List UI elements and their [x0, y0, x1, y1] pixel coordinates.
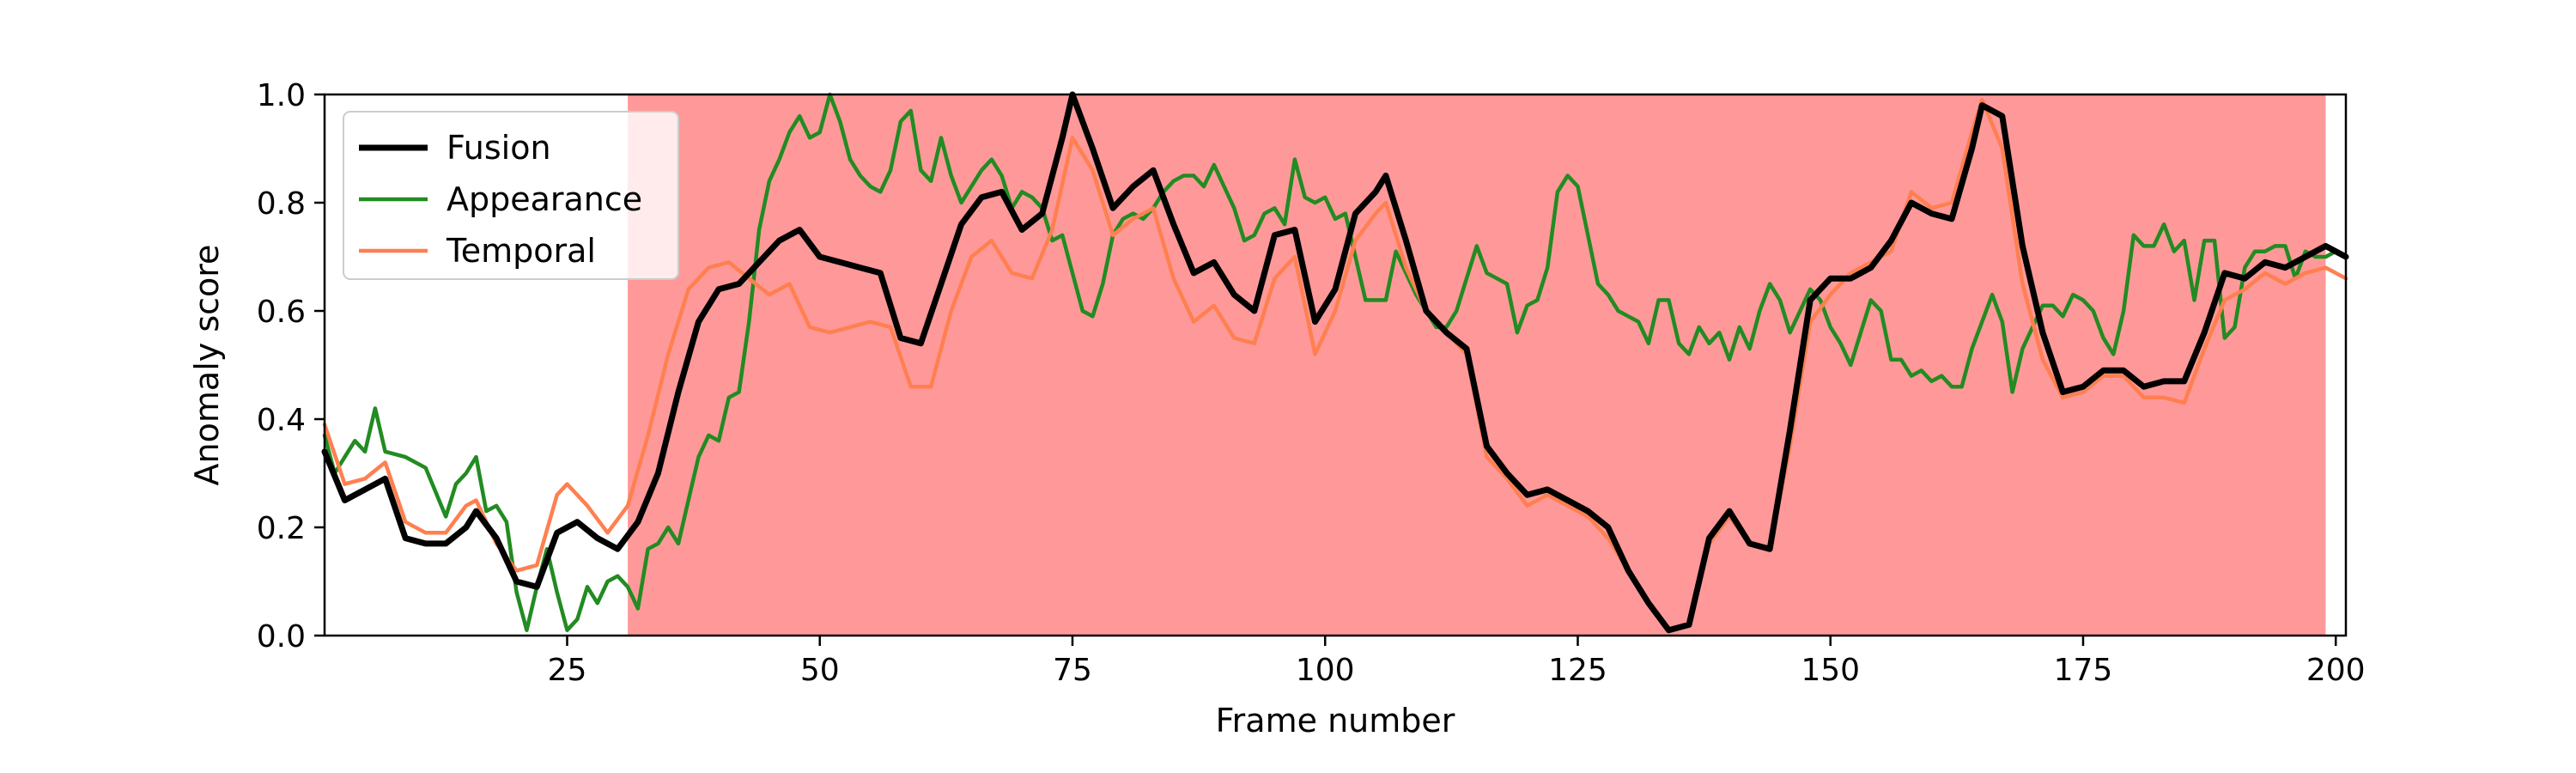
- x-axis-title: Frame number: [1216, 702, 1455, 740]
- x-tick-label: 150: [1801, 653, 1860, 688]
- x-tick-label: 75: [1053, 653, 1092, 688]
- y-tick-label: 0.8: [257, 186, 306, 222]
- y-tick-label: 0.2: [257, 511, 306, 546]
- legend-label-fusion: Fusion: [447, 129, 551, 167]
- legend-label-temporal: Temporal: [446, 232, 596, 270]
- y-tick-label: 0.0: [257, 619, 306, 654]
- y-tick-label: 0.4: [257, 403, 306, 438]
- x-tick-label: 125: [1548, 653, 1607, 688]
- x-tick-label: 100: [1296, 653, 1355, 688]
- x-tick-label: 200: [2306, 653, 2366, 688]
- x-tick-label: 25: [548, 653, 587, 688]
- legend: Fusion Appearance Temporal: [343, 112, 678, 279]
- y-axis-title: Anomaly score: [188, 245, 226, 486]
- y-tick-label: 0.6: [257, 295, 306, 330]
- y-tick-label: 1.0: [257, 78, 306, 113]
- x-tick-label: 175: [2054, 653, 2113, 688]
- legend-label-appearance: Appearance: [447, 180, 642, 218]
- anomaly-region-shading: [628, 94, 2325, 636]
- x-tick-label: 50: [800, 653, 840, 688]
